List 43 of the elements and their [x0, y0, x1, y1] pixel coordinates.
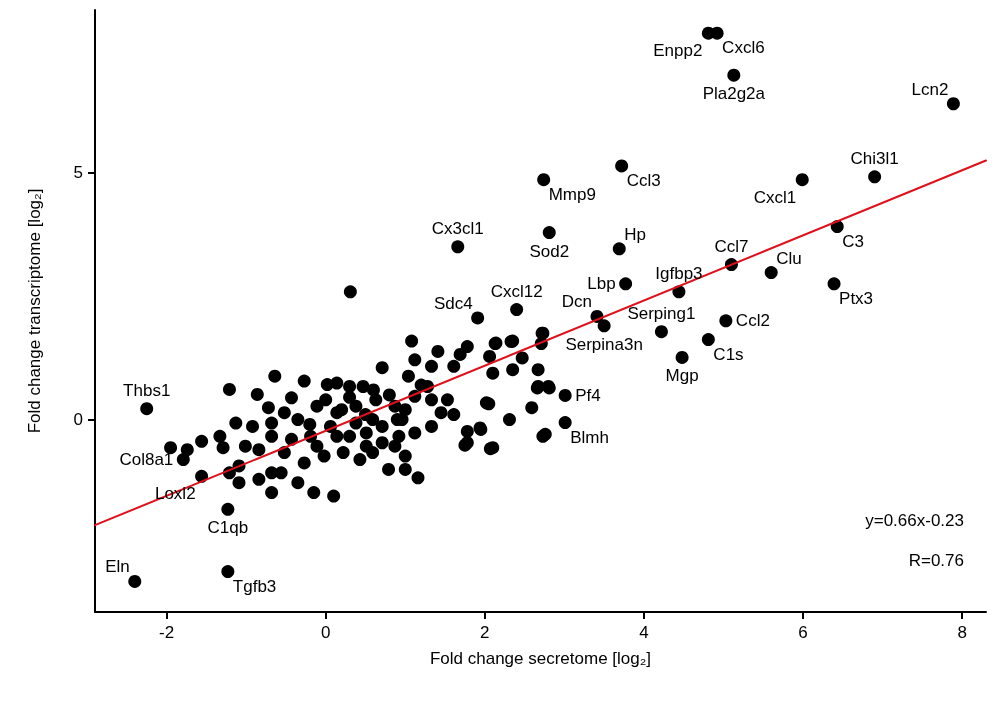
annotation: Mgp — [665, 366, 699, 386]
annotation: Serpina3n — [565, 334, 643, 354]
x-tick-label: 6 — [798, 623, 808, 642]
annotation: Hp — [624, 224, 646, 244]
annotation: Chi3l1 — [850, 148, 899, 168]
annotation: Pla2g2a — [702, 84, 766, 104]
annotation: Cxcl12 — [490, 281, 543, 301]
x-tick-label: -2 — [159, 623, 175, 642]
x-axis-title: Fold change secretome [log₂] — [429, 649, 652, 668]
annotation: Lbp — [587, 274, 616, 294]
annotation: Eln — [105, 557, 130, 577]
annotation: Lcn2 — [911, 79, 949, 99]
annotation: Serping1 — [627, 303, 696, 323]
annotation: Dcn — [561, 292, 592, 312]
annotation: R=0.76 — [908, 551, 965, 570]
annotation: Sdc4 — [433, 293, 473, 313]
x-tick-label: 8 — [957, 623, 967, 642]
annotation: Ccl7 — [714, 236, 749, 256]
annotation: Blmh — [570, 427, 609, 447]
annotation: Mmp9 — [548, 184, 596, 204]
annotation: Pf4 — [575, 385, 601, 405]
annotation: C1s — [713, 344, 744, 364]
annotation: Igfbp3 — [655, 263, 703, 283]
x-tick-label: 4 — [639, 623, 649, 642]
x-tick-label: 0 — [320, 623, 331, 642]
annotation: Thbs1 — [123, 380, 171, 400]
annotation: Ptx3 — [839, 288, 874, 308]
y-tick-label: 5 — [73, 163, 83, 183]
annotation: Sod2 — [529, 241, 570, 261]
annotation: Enpp2 — [653, 41, 703, 61]
annotation: y=0.66x-0.23 — [865, 511, 964, 530]
annotation: Tgfb3 — [232, 576, 277, 596]
annotation: Ccl3 — [626, 170, 661, 190]
annotation: Col8a1 — [119, 450, 174, 470]
annotation: Cxcl6 — [722, 38, 765, 58]
y-axis-title: Fold change transcriptome [log₂] — [25, 188, 44, 434]
annotation: C1qb — [207, 518, 249, 538]
annotation: Cxcl1 — [753, 187, 797, 207]
x-tick-label: 2 — [480, 623, 490, 642]
annotation: Clu — [776, 248, 802, 268]
annotation: Cx3cl1 — [431, 218, 484, 238]
annotation: Ccl2 — [735, 311, 770, 331]
annotation: C3 — [842, 231, 864, 251]
